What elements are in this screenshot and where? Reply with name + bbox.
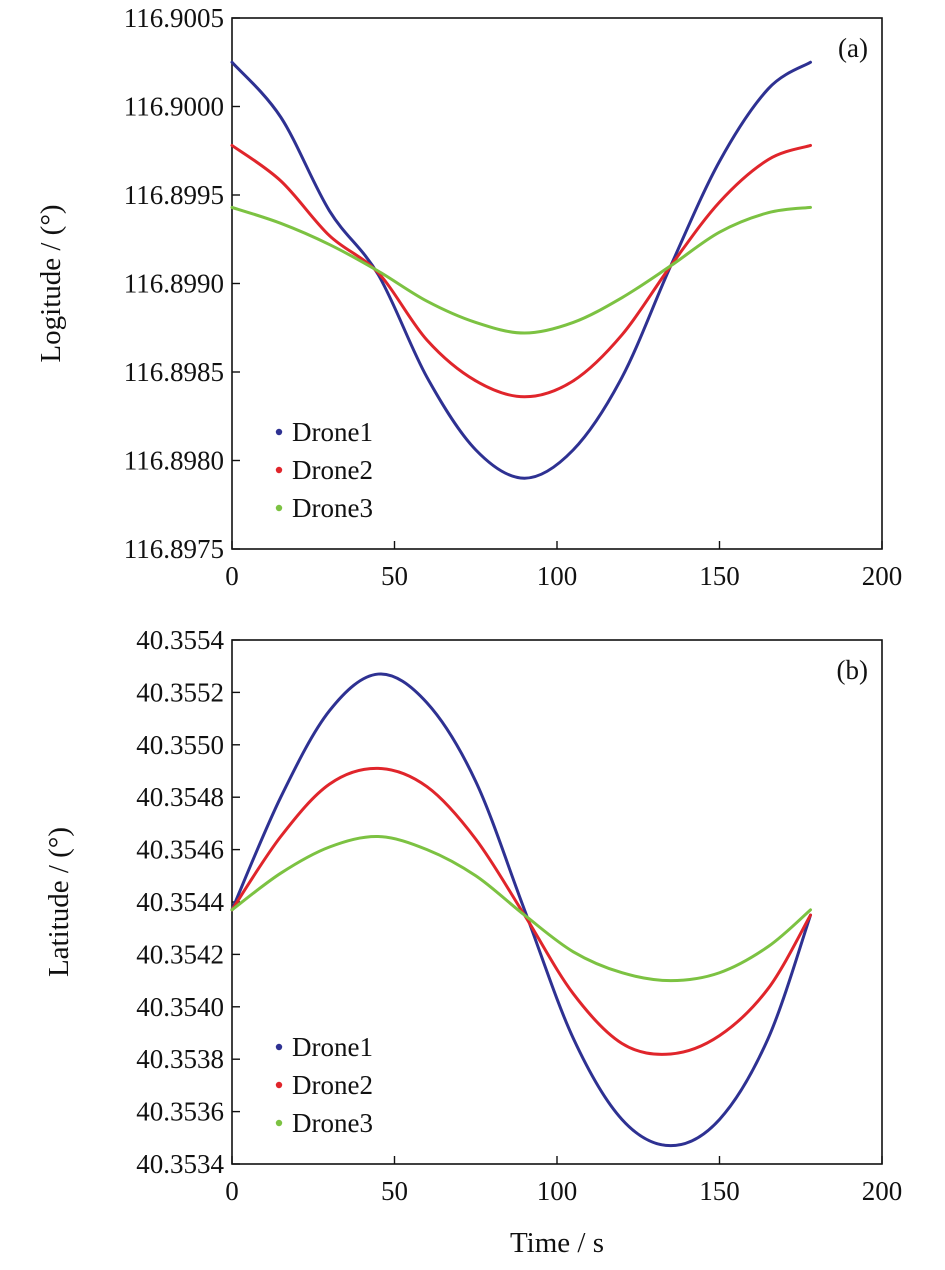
legend-label-drone1: Drone1 bbox=[292, 417, 373, 447]
legend-marker-drone3 bbox=[275, 504, 283, 512]
y-tick-label: 40.3538 bbox=[136, 1044, 224, 1074]
x-tick-label: 0 bbox=[225, 1176, 239, 1206]
y-tick-label: 116.8995 bbox=[124, 180, 224, 210]
y-tick-label: 40.3554 bbox=[136, 625, 224, 655]
legend-marker-drone3 bbox=[275, 1119, 283, 1127]
x-tick-label: 150 bbox=[699, 1176, 740, 1206]
x-axis-label: Time / s bbox=[510, 1227, 604, 1259]
legend-label-drone1: Drone1 bbox=[292, 1032, 373, 1062]
y-tick-label: 40.3552 bbox=[136, 677, 224, 707]
y-axis-label: Latitude / (°) bbox=[43, 827, 75, 977]
legend-marker-drone1 bbox=[275, 428, 283, 436]
series-line-drone2 bbox=[230, 143, 812, 399]
x-tick-label: 0 bbox=[225, 561, 239, 591]
legend-marker-drone2 bbox=[275, 1081, 283, 1089]
y-tick-label: 116.8975 bbox=[124, 534, 224, 564]
y-tick-label: 40.3544 bbox=[136, 887, 224, 917]
y-tick-label: 40.3534 bbox=[136, 1149, 224, 1179]
y-tick-label: 40.3542 bbox=[136, 939, 224, 969]
y-tick-label: 116.8985 bbox=[124, 357, 224, 387]
panel-a: 0 50 100 150 200 116.8975 116.8980 116.8985 116.… bbox=[35, 3, 902, 591]
y-tick-label: 40.3546 bbox=[136, 835, 224, 865]
panel-label: (b) bbox=[837, 655, 868, 685]
x-tick-label: 50 bbox=[381, 1176, 408, 1206]
legend-marker-drone2 bbox=[275, 466, 283, 474]
legend-label-drone2: Drone2 bbox=[292, 455, 373, 485]
legend-label-drone3: Drone3 bbox=[292, 493, 373, 523]
x-tick-label: 200 bbox=[862, 561, 903, 591]
panel-label: (a) bbox=[838, 33, 868, 63]
x-tick-label: 150 bbox=[699, 561, 740, 591]
legend-label-drone2: Drone2 bbox=[292, 1070, 373, 1100]
y-tick-label: 40.3550 bbox=[136, 730, 224, 760]
y-tick-label: 116.8990 bbox=[124, 269, 224, 299]
x-tick-label: 200 bbox=[862, 1176, 903, 1206]
series-line-drone3 bbox=[230, 205, 812, 335]
series-line-drone3 bbox=[230, 834, 812, 983]
panel-b: 0 50 100 150 200 40.3534 40.3536 40.3538 40.3540… bbox=[43, 625, 902, 1259]
series-line-drone1 bbox=[230, 60, 812, 480]
y-tick-label: 40.3536 bbox=[136, 1097, 224, 1127]
y-tick-label: 40.3548 bbox=[136, 782, 224, 812]
y-tick-label: 40.3540 bbox=[136, 992, 224, 1022]
x-tick-label: 50 bbox=[381, 561, 408, 591]
series-line-drone1 bbox=[230, 672, 812, 1148]
y-tick-label: 116.8980 bbox=[124, 446, 224, 476]
x-tick-label: 100 bbox=[537, 1176, 578, 1206]
legend-marker-drone1 bbox=[275, 1043, 283, 1051]
y-tick-label: 116.9005 bbox=[124, 3, 224, 33]
y-axis-label: Logitude / (°) bbox=[35, 204, 67, 362]
y-tick-label: 116.9000 bbox=[124, 92, 224, 122]
legend-label-drone3: Drone3 bbox=[292, 1108, 373, 1138]
x-tick-label: 100 bbox=[537, 561, 578, 591]
